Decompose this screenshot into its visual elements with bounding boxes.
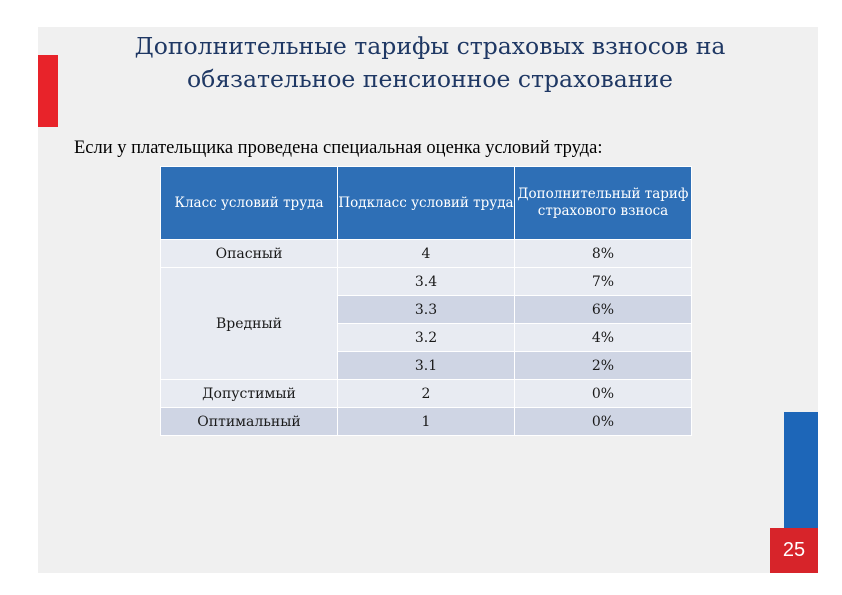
rate-cell: 2%	[514, 351, 692, 380]
subclass-cell: 4	[337, 239, 515, 268]
rate-cell: 4%	[514, 323, 692, 352]
table-row: Оптимальный 1 0%	[160, 407, 692, 436]
table-header-row: Класс условий труда Подкласс условий тру…	[160, 166, 692, 240]
table-row: 3.1 2%	[161, 351, 692, 380]
subclass-cell: 3.3	[337, 295, 515, 324]
header-class: Класс условий труда	[160, 166, 338, 240]
rate-cell: 7%	[514, 267, 692, 296]
class-cell: Допустимый	[160, 379, 338, 408]
rate-cell: 0%	[514, 379, 692, 408]
rates-table: Класс условий труда Подкласс условий тру…	[160, 166, 692, 436]
class-cell: Опасный	[160, 239, 338, 268]
rate-cell: 0%	[514, 407, 692, 436]
header-rate: Дополнительный тариф страхового взноса	[514, 166, 692, 240]
title-line-2: обязательное пенсионное страхование	[187, 65, 673, 93]
subclass-cell: 3.1	[337, 351, 515, 380]
table-row: Опасный 4 8%	[160, 239, 692, 268]
slide-subtitle: Если у плательщика проведена специальная…	[74, 138, 603, 158]
rate-cell: 6%	[514, 295, 692, 324]
table-row: 3.3 6%	[161, 295, 692, 324]
subclass-cell: 3.2	[337, 323, 515, 352]
table-row: Допустимый 2 0%	[160, 379, 692, 408]
table-row: Вредный 3.4 7%	[160, 267, 692, 380]
slide-title: Дополнительные тарифы страховых взносов …	[90, 30, 770, 96]
page-number: 25	[770, 528, 818, 573]
class-cell: Оптимальный	[160, 407, 338, 436]
table-row: 3.2 4%	[161, 323, 692, 352]
class-cell: Вредный	[160, 267, 338, 380]
header-subclass: Подкласс условий труда	[337, 166, 515, 240]
subclass-cell: 2	[337, 379, 515, 408]
title-line-1: Дополнительные тарифы страховых взносов …	[134, 32, 726, 60]
blue-accent-bar	[784, 412, 818, 528]
rate-cell: 8%	[514, 239, 692, 268]
red-accent-bar	[38, 55, 58, 127]
subclass-cell: 3.4	[337, 267, 515, 296]
subclass-cell: 1	[337, 407, 515, 436]
